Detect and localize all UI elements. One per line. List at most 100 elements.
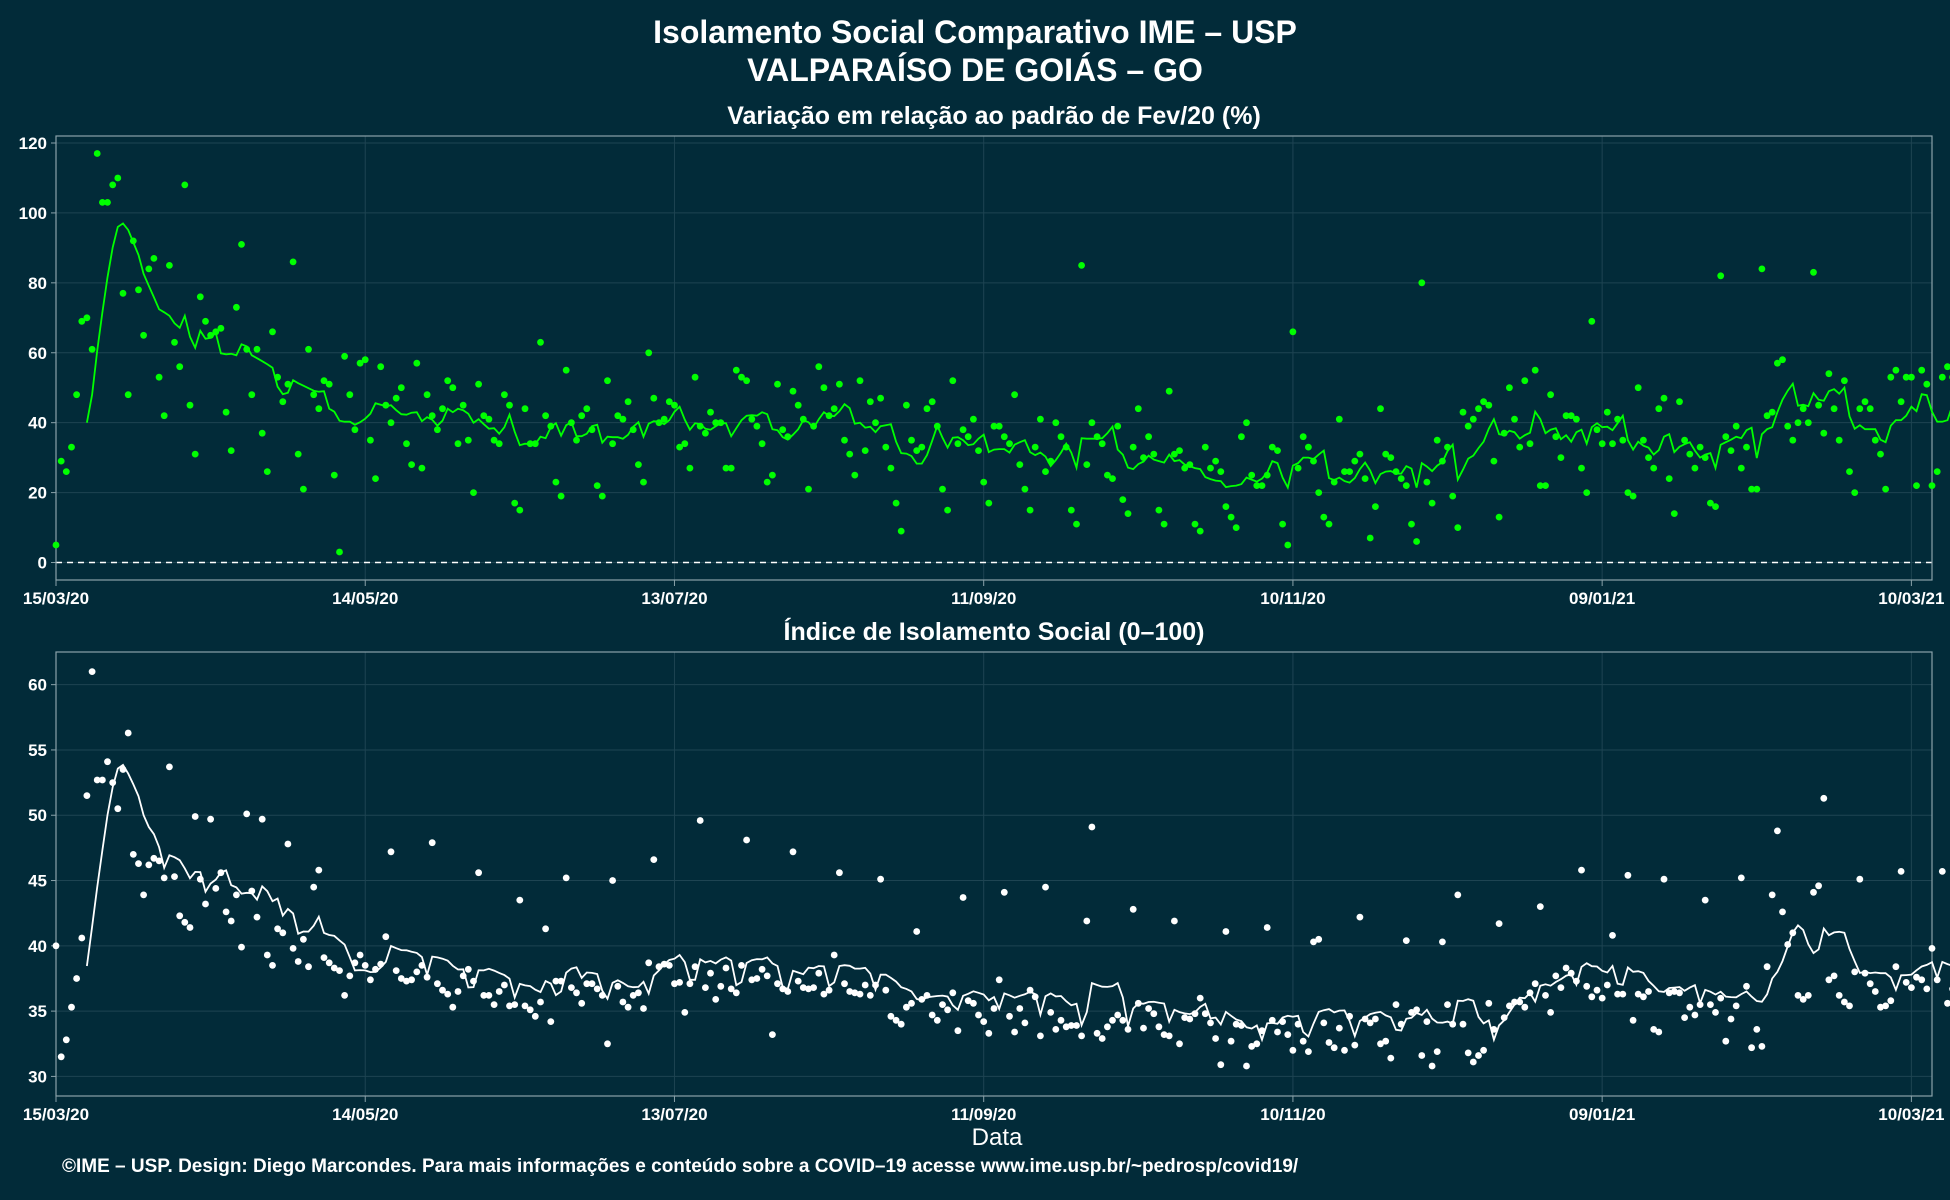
variation-point (1634, 384, 1642, 392)
index-point (913, 928, 921, 935)
index-point (1397, 1020, 1405, 1028)
variation-point (1609, 440, 1616, 448)
variation-point (1305, 443, 1312, 451)
variation-point (490, 436, 498, 444)
index-point (1913, 973, 1920, 981)
index-point (1155, 1023, 1163, 1031)
index-point (320, 954, 328, 961)
variation-point (1201, 443, 1209, 451)
variation-point (470, 489, 477, 496)
variation-point (387, 419, 395, 427)
index-point (1670, 988, 1678, 995)
index-point (444, 990, 452, 998)
variation-y-tick-label: 0 (38, 554, 47, 573)
index-point (222, 908, 230, 916)
variation-point (1052, 419, 1060, 427)
variation-point (588, 426, 596, 434)
index-point (1583, 982, 1591, 990)
variation-point (135, 286, 142, 294)
index-point (846, 988, 854, 995)
variation-point (774, 380, 781, 388)
index-point (1037, 1032, 1044, 1040)
index-point (1928, 945, 1936, 952)
variation-point (1268, 443, 1276, 451)
index-point (501, 981, 508, 989)
variation-point (1640, 436, 1647, 444)
index-point (1093, 1029, 1101, 1037)
variation-point (676, 443, 683, 451)
variation-point (397, 384, 405, 392)
variation-point (1717, 272, 1725, 280)
variation-point (970, 415, 977, 423)
index-point (851, 989, 859, 997)
variation-point (351, 426, 359, 434)
variation-point (573, 436, 580, 444)
variation-point (552, 478, 560, 486)
index-point (506, 1002, 513, 1010)
index-point (1016, 1005, 1024, 1012)
variation-point (325, 380, 333, 388)
variation-point (1913, 482, 1920, 489)
index-point (1660, 875, 1668, 883)
variation-point (1526, 440, 1534, 448)
index-point (1774, 827, 1781, 835)
variation-point (1335, 415, 1343, 423)
variation-point (1686, 450, 1694, 458)
index-point (671, 980, 678, 988)
index-point (1006, 1012, 1013, 1020)
variation-point (202, 317, 209, 325)
variation-point (903, 401, 910, 409)
variation-point (1573, 415, 1580, 423)
index-point (305, 963, 312, 971)
variation-point (593, 482, 601, 489)
index-point (1274, 1028, 1281, 1036)
index-point (155, 857, 163, 865)
index-point (939, 1001, 946, 1008)
index-point (1263, 924, 1271, 931)
variation-point (222, 408, 230, 416)
index-point (73, 975, 80, 982)
index-point (1026, 986, 1034, 994)
variation-point (1567, 412, 1575, 420)
variation-point (1181, 464, 1189, 472)
variation-point (1774, 359, 1781, 367)
index-y-tick-label: 40 (28, 937, 47, 956)
variation-point (459, 401, 467, 409)
variation-point (150, 255, 158, 262)
index-point (186, 924, 194, 931)
variation-point (1047, 457, 1055, 465)
index-point (263, 951, 271, 959)
variation-point (346, 391, 354, 399)
index-point (959, 894, 967, 901)
index-point (841, 980, 848, 988)
index-point (1243, 1062, 1250, 1070)
variation-point (62, 468, 70, 475)
variation-point (1377, 405, 1384, 413)
index-point (805, 985, 812, 993)
index-point (140, 891, 148, 899)
variation-point (1439, 457, 1446, 465)
index-point (970, 999, 977, 1007)
index-point (877, 875, 884, 883)
index-point (233, 891, 240, 899)
variation-point (1490, 457, 1498, 465)
variation-point (403, 440, 410, 448)
index-point (1160, 1031, 1168, 1038)
index-point (52, 942, 60, 950)
variation-point (1078, 262, 1085, 269)
variation-point (939, 485, 946, 493)
index-point (1346, 1012, 1353, 1020)
variation-point (1908, 373, 1915, 381)
variation-point (104, 199, 111, 206)
index-point (645, 959, 653, 967)
index-point (243, 810, 251, 818)
variation-point (1402, 482, 1410, 489)
variation-point (408, 461, 415, 468)
variation-point (1232, 524, 1240, 531)
index-point (361, 962, 369, 969)
variation-point (619, 415, 627, 423)
variation-point (975, 447, 982, 454)
figure-title: Isolamento Social Comparativo IME – USP (653, 14, 1297, 50)
index-point (160, 874, 168, 882)
variation-point (1104, 471, 1111, 479)
